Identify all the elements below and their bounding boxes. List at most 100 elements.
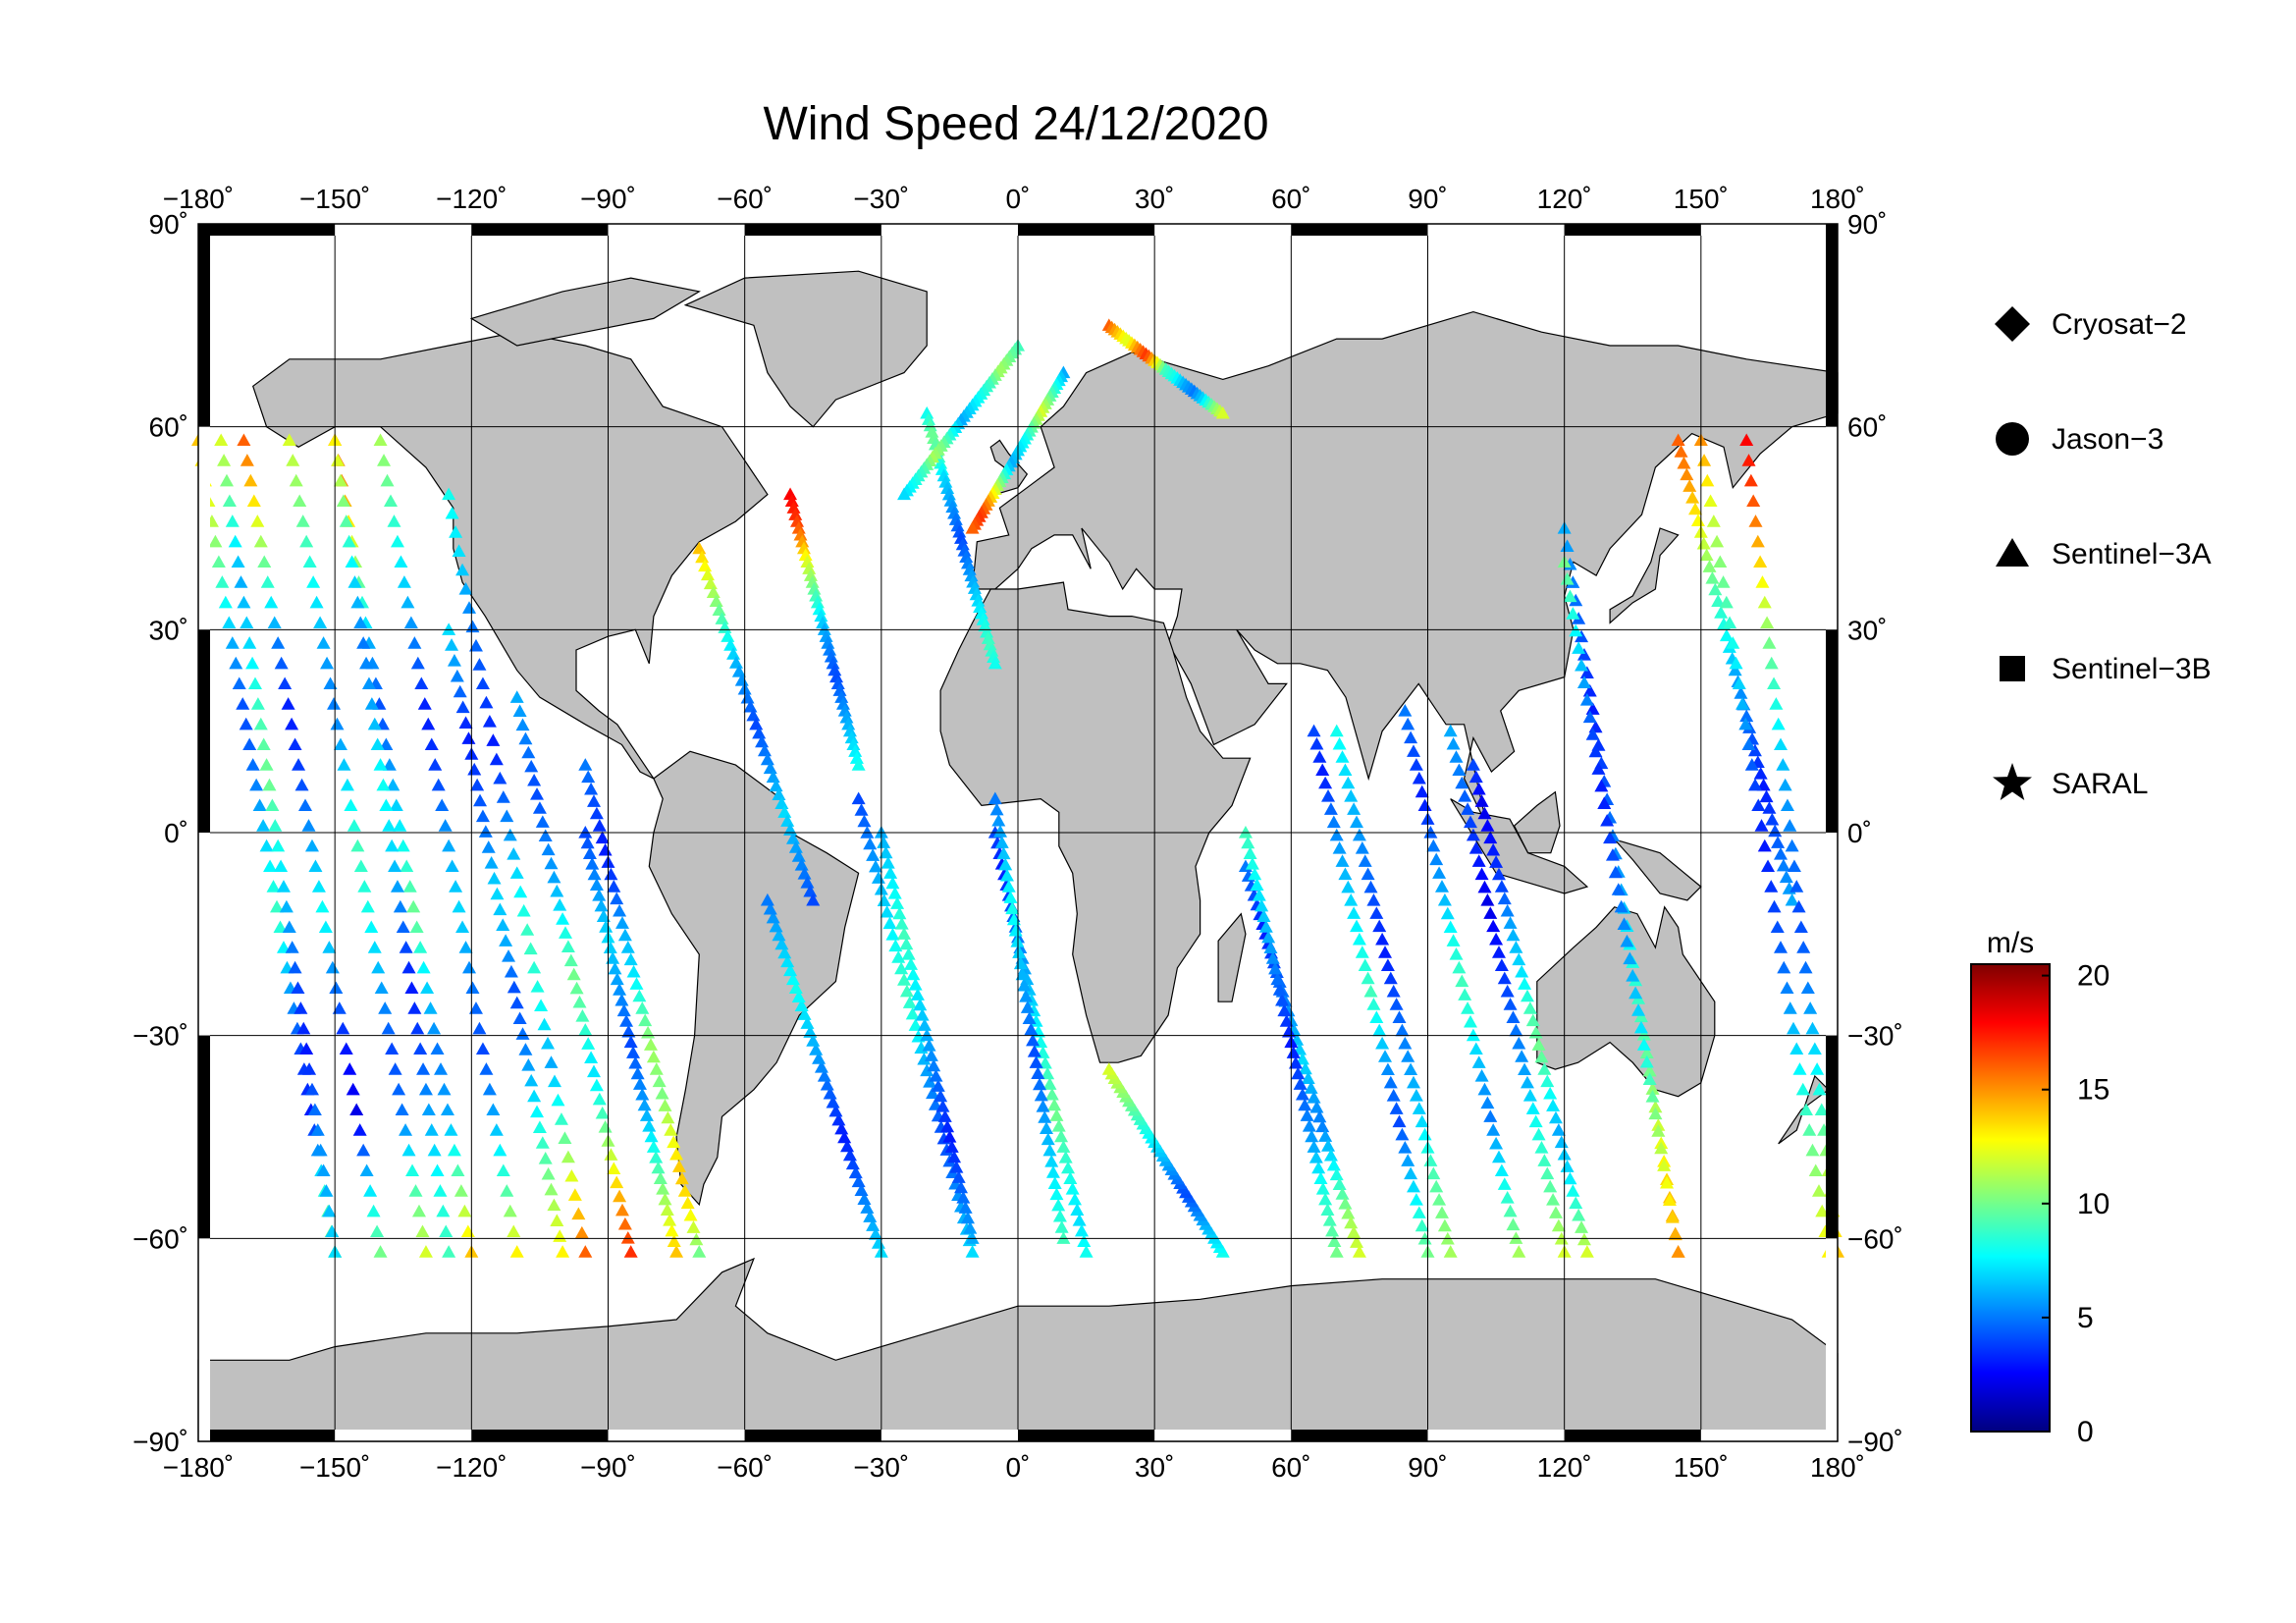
wind-speed-point bbox=[857, 814, 872, 828]
wind-speed-point bbox=[834, 1121, 849, 1135]
wind-speed-point bbox=[834, 690, 849, 703]
wind-speed-point bbox=[606, 951, 620, 964]
wind-speed-point bbox=[845, 1157, 860, 1170]
wind-speed-point bbox=[607, 880, 621, 893]
wind-speed-point bbox=[937, 1109, 952, 1122]
wind-speed-point bbox=[455, 563, 470, 576]
wind-speed-point bbox=[320, 656, 335, 670]
wind-speed-point bbox=[1471, 782, 1486, 795]
wind-speed-point bbox=[960, 556, 975, 569]
wind-speed-point bbox=[468, 638, 483, 652]
wind-speed-point bbox=[1741, 454, 1756, 466]
wind-speed-point bbox=[598, 1120, 613, 1133]
wind-speed-point bbox=[902, 996, 917, 1008]
wind-speed-point bbox=[421, 1103, 436, 1116]
legend-label: Sentinel−3A bbox=[2052, 538, 2212, 570]
wind-speed-point bbox=[331, 454, 346, 466]
wind-speed-point bbox=[578, 826, 593, 839]
wind-speed-point bbox=[642, 1118, 657, 1132]
wind-speed-point bbox=[342, 534, 356, 548]
wind-speed-point bbox=[632, 1077, 647, 1090]
wind-speed-point bbox=[481, 840, 496, 853]
wind-speed-point bbox=[442, 1245, 456, 1258]
wind-speed-point bbox=[929, 1069, 943, 1082]
wind-speed-point bbox=[1540, 1074, 1555, 1088]
wind-speed-point bbox=[766, 770, 780, 784]
lat-tick-label-right: −90˚ bbox=[1847, 1427, 1903, 1457]
wind-speed-point bbox=[1785, 893, 1799, 906]
wind-speed-point bbox=[271, 636, 286, 649]
wind-speed-point bbox=[376, 778, 391, 791]
wind-speed-point bbox=[1383, 971, 1398, 985]
wind-speed-point bbox=[387, 514, 401, 527]
wind-speed-point bbox=[614, 993, 629, 1006]
frame-bar-right bbox=[1826, 224, 1838, 427]
wind-speed-point bbox=[1417, 798, 1432, 812]
wind-speed-point bbox=[1543, 1179, 1558, 1193]
wind-speed-point bbox=[1006, 912, 1021, 926]
wind-speed-point bbox=[530, 787, 545, 800]
wind-speed-point bbox=[1474, 867, 1489, 881]
wind-speed-point bbox=[578, 1023, 593, 1036]
wind-speed-point bbox=[692, 1245, 707, 1258]
track-8 bbox=[692, 541, 821, 906]
wind-speed-point bbox=[527, 1089, 542, 1103]
wind-speed-point bbox=[788, 981, 803, 995]
wind-speed-point bbox=[823, 1086, 837, 1100]
wind-speed-point bbox=[947, 1150, 962, 1163]
wind-speed-point bbox=[521, 745, 536, 759]
wind-speed-point bbox=[356, 636, 371, 649]
wind-speed-point bbox=[920, 1028, 934, 1042]
wind-speed-point bbox=[1811, 1184, 1826, 1197]
wind-speed-point bbox=[1038, 1055, 1052, 1069]
wind-speed-point bbox=[578, 1245, 593, 1258]
wind-speed-point bbox=[294, 1001, 308, 1014]
wind-speed-point bbox=[958, 1201, 973, 1214]
wind-speed-point bbox=[410, 656, 425, 670]
wind-speed-point bbox=[381, 1021, 396, 1035]
colorbar-tick-label: 20 bbox=[2077, 960, 2109, 993]
wind-speed-point bbox=[462, 960, 477, 974]
wind-speed-point bbox=[1525, 1102, 1540, 1114]
wind-speed-point bbox=[1576, 647, 1591, 661]
wind-speed-point bbox=[901, 947, 916, 960]
wind-speed-point bbox=[363, 1184, 378, 1197]
track-17 bbox=[1466, 758, 1594, 1258]
wind-speed-point bbox=[377, 454, 392, 466]
wind-speed-point bbox=[1537, 1154, 1552, 1166]
wind-speed-point bbox=[1779, 870, 1793, 884]
wind-speed-point bbox=[1774, 737, 1789, 751]
wind-speed-point bbox=[824, 649, 838, 663]
wind-speed-point bbox=[572, 995, 587, 1008]
lat-tick-label-right: −30˚ bbox=[1847, 1021, 1903, 1052]
wind-speed-point bbox=[347, 575, 362, 588]
wind-speed-point bbox=[390, 534, 404, 548]
wind-speed-point bbox=[1546, 1193, 1561, 1206]
wind-speed-point bbox=[1764, 656, 1779, 670]
wind-speed-point bbox=[1389, 998, 1404, 1010]
wind-speed-point bbox=[512, 704, 527, 717]
wind-speed-point bbox=[1551, 1218, 1566, 1232]
wind-speed-point bbox=[1369, 906, 1384, 919]
wind-speed-point bbox=[1407, 744, 1421, 757]
wind-speed-point bbox=[1732, 676, 1746, 690]
wind-speed-point bbox=[1272, 983, 1287, 996]
lon-tick-label-top: −180˚ bbox=[163, 184, 234, 214]
wind-speed-point bbox=[538, 829, 553, 842]
wind-speed-point bbox=[1582, 710, 1597, 724]
wind-speed-point bbox=[848, 744, 863, 757]
legend-item-star: SARAL bbox=[1993, 763, 2148, 800]
wind-speed-point bbox=[988, 656, 1002, 670]
wind-speed-point bbox=[339, 1042, 353, 1055]
wind-speed-point bbox=[400, 859, 414, 873]
wind-speed-point bbox=[721, 629, 735, 642]
track-22 bbox=[328, 433, 456, 1258]
wind-speed-point bbox=[276, 880, 291, 893]
wind-speed-point bbox=[1277, 1003, 1292, 1017]
wind-speed-point bbox=[1282, 1024, 1297, 1038]
legend-label: SARAL bbox=[2052, 768, 2148, 800]
wind-speed-point bbox=[455, 700, 470, 714]
wind-speed-point bbox=[1477, 880, 1492, 893]
wind-speed-point bbox=[457, 1204, 472, 1217]
wind-speed-point bbox=[1395, 1127, 1410, 1141]
